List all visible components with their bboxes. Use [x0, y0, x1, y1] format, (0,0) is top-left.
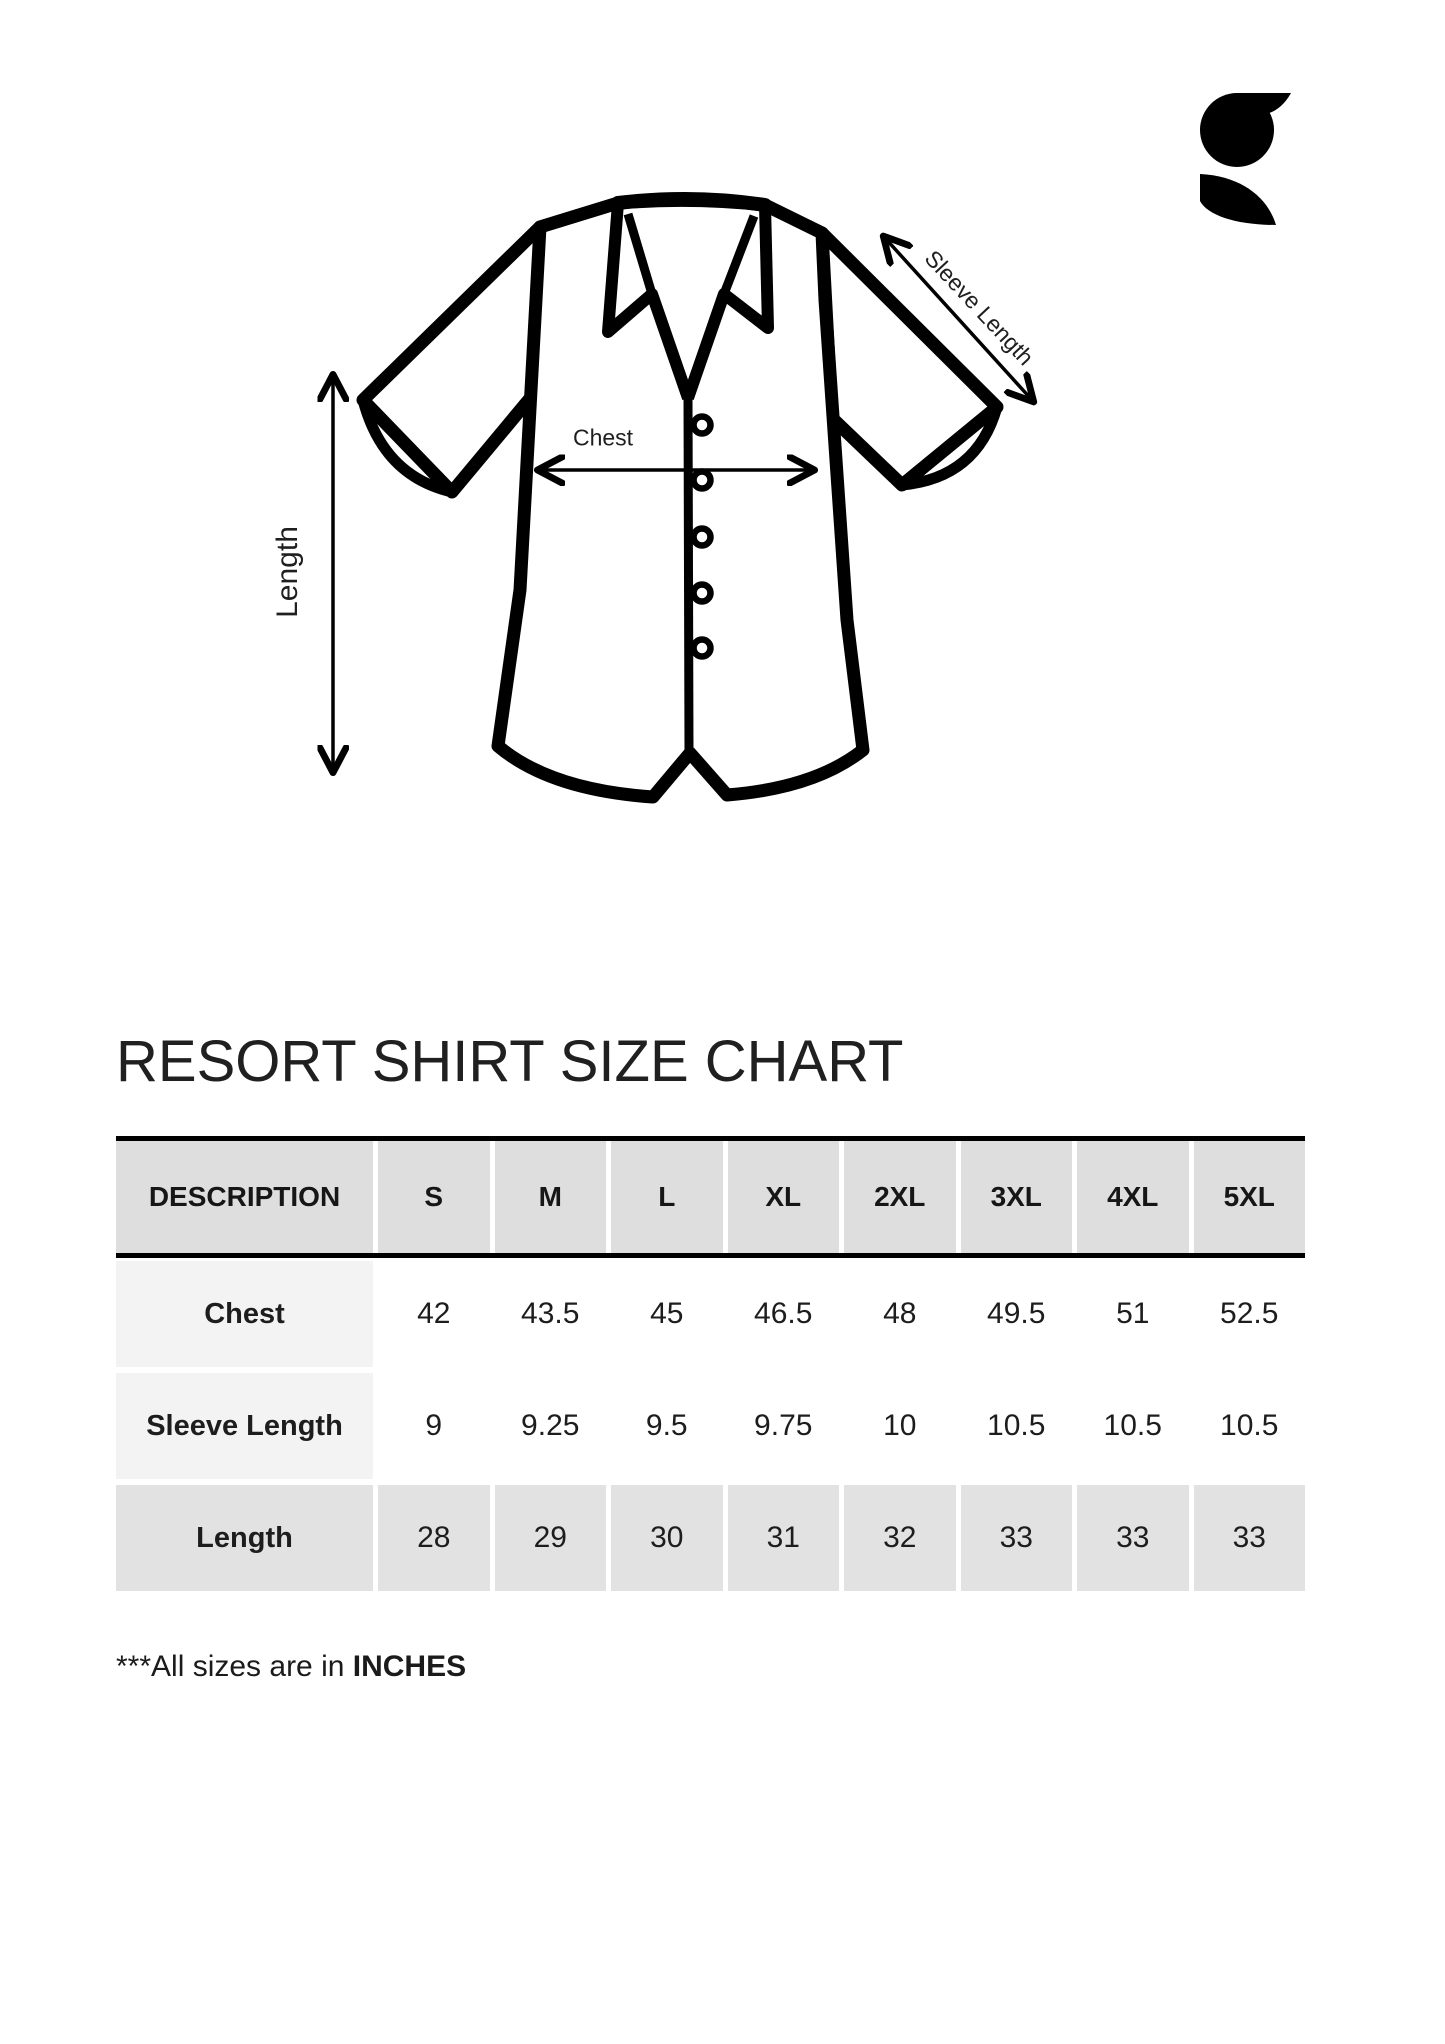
col-header-m: M [494, 1141, 606, 1253]
chest-value-xl: 46.5 [754, 1297, 813, 1330]
shirt-left-sleeve [356, 220, 547, 499]
sleeve-value-2xl: 10 [883, 1409, 917, 1442]
length-measure-label: Length [271, 526, 304, 618]
table-row-length: Length 28 29 30 31 32 33 33 33 [116, 1485, 1305, 1591]
col-header-s: S [378, 1141, 490, 1253]
row-label-chest: Chest [116, 1261, 373, 1367]
col-header-4xl: 4XL [1077, 1141, 1189, 1253]
chest-value-2xl: 48 [883, 1297, 917, 1330]
sleeve-value-s: 9 [425, 1409, 443, 1442]
brand-logo [1196, 88, 1296, 230]
col-header-l: L [611, 1141, 723, 1253]
col-header-2xl: 2XL [844, 1141, 956, 1253]
col-header-5xl: 5XL [1193, 1141, 1305, 1253]
col-header-xl: XL [727, 1141, 839, 1253]
chest-value-s: 42 [417, 1297, 451, 1330]
sleeve-value-4xl: 10.5 [1103, 1409, 1162, 1442]
units-footnote-emphasis: INCHES [352, 1650, 467, 1683]
col-header-3xl: 3XL [960, 1141, 1072, 1253]
chest-value-l: 45 [650, 1297, 684, 1330]
shirt-collar [602, 191, 774, 400]
chest-value-3xl: 49.5 [987, 1297, 1046, 1330]
chest-value-4xl: 51 [1116, 1297, 1150, 1330]
table-row-chest: Chest 42 43.5 45 46.5 48 49.5 51 52.5 [116, 1261, 1305, 1367]
shirt-diagram: Length Chest Sleeve Length [260, 140, 1070, 840]
length-value-2xl: 32 [844, 1485, 956, 1591]
sleeve-value-l: 9.5 [645, 1409, 688, 1442]
length-value-s: 28 [378, 1485, 490, 1591]
table-row-sleeve-length: Sleeve Length 9 9.25 9.5 9.75 10 10.5 10… [116, 1373, 1305, 1479]
length-value-4xl: 33 [1077, 1485, 1189, 1591]
units-footnote: ***All sizes are in INCHES [116, 1650, 466, 1684]
size-table: DESCRIPTION S M L XL 2XL 3XL 4XL 5XL Che… [116, 1136, 1305, 1597]
length-value-5xl: 33 [1193, 1485, 1305, 1591]
sleeve-value-m: 9.25 [521, 1409, 580, 1442]
units-footnote-text: ***All sizes are in [116, 1650, 353, 1683]
row-label-length: Length [116, 1485, 373, 1591]
shirt-outline-drawing [260, 191, 1070, 804]
chest-value-5xl: 52.5 [1220, 1297, 1279, 1330]
length-value-3xl: 33 [960, 1485, 1072, 1591]
length-value-m: 29 [494, 1485, 606, 1591]
chest-measure-label: Chest [572, 424, 634, 451]
sleeve-value-xl: 9.75 [754, 1409, 813, 1442]
circle-leaf-logo-icon [1200, 93, 1291, 225]
page-title: RESORT SHIRT SIZE CHART [116, 1029, 904, 1094]
sleeve-length-arrow [885, 238, 1032, 400]
row-label-sleeve-length: Sleeve Length [116, 1373, 373, 1479]
sleeve-value-5xl: 10.5 [1220, 1409, 1279, 1442]
sleeve-value-3xl: 10.5 [987, 1409, 1046, 1442]
shirt-right-sleeve [815, 226, 1004, 492]
shirt-body [491, 193, 870, 804]
chest-value-m: 43.5 [521, 1297, 580, 1330]
length-value-xl: 31 [727, 1485, 839, 1591]
length-value-l: 30 [611, 1485, 723, 1591]
size-table-body: Chest 42 43.5 45 46.5 48 49.5 51 52.5 Sl… [116, 1261, 1305, 1591]
shirt-placket [683, 397, 694, 754]
size-table-header-row: DESCRIPTION S M L XL 2XL 3XL 4XL 5XL [116, 1136, 1305, 1258]
col-header-description: DESCRIPTION [116, 1141, 373, 1253]
